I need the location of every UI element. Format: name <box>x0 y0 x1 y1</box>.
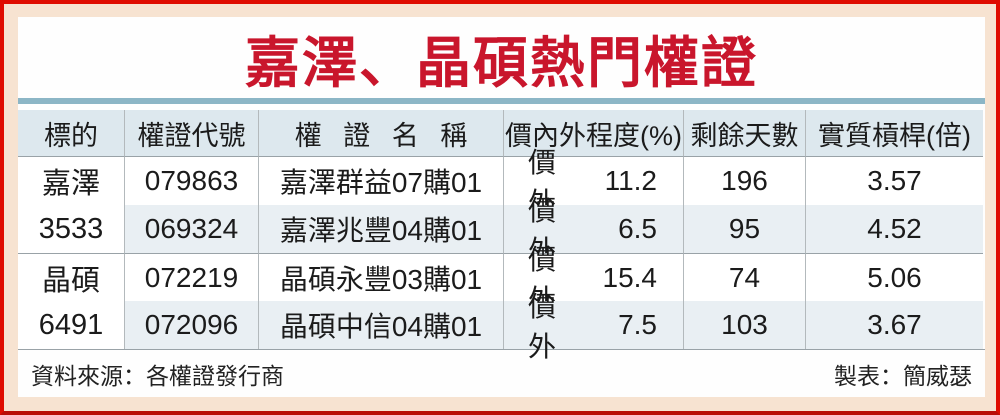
target-name: 嘉澤 <box>41 168 100 200</box>
moneyness-value: 15.4 <box>602 261 658 293</box>
column-header-warrant-code: 權證代號 <box>124 110 258 157</box>
days-remaining-cell: 95 <box>683 205 805 253</box>
leverage-cell: 3.57 <box>805 157 983 205</box>
warrant-name-cell: 嘉澤群益07購01 <box>258 157 503 205</box>
warrant-code-cell: 069324 <box>124 205 258 253</box>
warrant-name-cell: 嘉澤兆豐04購01 <box>258 205 503 253</box>
moneyness-cell: 價外 7.5 <box>503 291 683 362</box>
days-remaining-cell: 103 <box>683 301 805 349</box>
column-header-warrant-name: 權 證 名 稱 <box>258 110 503 157</box>
column-header-target: 標的 <box>18 110 124 157</box>
divider-bar <box>18 98 985 104</box>
footer: 資料來源：各權證發行商 製表：簡威瑟 <box>18 350 985 398</box>
target-code: 6491 <box>38 308 104 341</box>
warrant-name-cell: 晶碩中信04購01 <box>258 301 503 349</box>
target-name: 晶碩 <box>41 264 100 297</box>
moneyness-cell: 價外 11.2 <box>503 147 683 218</box>
warrant-code-cell: 072096 <box>124 301 258 349</box>
credit-note: 製表：簡威瑟 <box>834 363 972 389</box>
warrant-code-cell: 072219 <box>124 253 258 301</box>
leverage-cell: 5.06 <box>805 253 983 301</box>
leverage-cell: 4.52 <box>805 205 983 253</box>
column-header-leverage: 實質槓桿(倍) <box>805 110 983 157</box>
days-remaining-cell: 196 <box>683 157 805 205</box>
warrant-code-cell: 079863 <box>124 157 258 205</box>
moneyness-value: 6.5 <box>618 213 657 244</box>
moneyness-cell: 價外 15.4 <box>503 244 683 315</box>
moneyness-value: 11.2 <box>604 165 657 196</box>
content-panel: 嘉澤、晶碩熱門權證 標的 權證代號 權 證 名 稱 價內外程度(%) 剩餘天數 … <box>18 17 985 397</box>
days-remaining-cell: 74 <box>683 253 805 301</box>
warrant-name-cell: 晶碩永豐03購01 <box>258 253 503 301</box>
moneyness-status: 價外 <box>528 291 557 362</box>
column-header-days-remaining: 剩餘天數 <box>683 110 805 157</box>
source-note: 資料來源：各權證發行商 <box>31 363 284 389</box>
leverage-cell: 3.67 <box>805 301 983 349</box>
target-code: 3533 <box>38 212 104 245</box>
warrants-table: 標的 權證代號 權 證 名 稱 價內外程度(%) 剩餘天數 實質槓桿(倍) 嘉澤… <box>18 110 985 362</box>
column-header-moneyness: 價內外程度(%) <box>503 110 683 157</box>
target-cell-jiaze: 嘉澤 3533 <box>18 157 124 253</box>
target-cell-pegavision: 晶碩 6491 <box>18 253 124 349</box>
moneyness-value: 7.5 <box>618 309 657 340</box>
chart-title: 嘉澤、晶碩熱門權證 <box>244 31 758 94</box>
